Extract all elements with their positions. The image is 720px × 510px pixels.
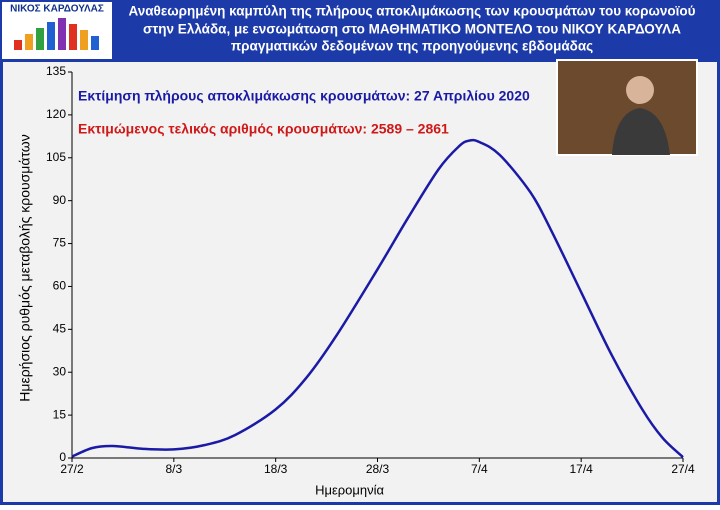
x-tick-label: 8/3: [165, 462, 182, 476]
curve: [71, 138, 684, 459]
y-tick-label: 45: [53, 322, 67, 336]
y-tick-label: 75: [53, 236, 67, 250]
y-tick-label: 120: [46, 107, 66, 121]
y-axis-label: Ημερήσιος ρυθμός μεταβολής κρουσμάτων: [17, 134, 33, 401]
x-tick-label: 27/4: [671, 462, 695, 476]
y-tick-label: 30: [53, 364, 67, 378]
annotation: Εκτιμώμενος τελικός αριθμός κρουσμάτων: …: [78, 121, 449, 137]
x-tick-label: 18/3: [264, 462, 288, 476]
y-tick-label: 90: [53, 193, 67, 207]
annotation: Εκτίμηση πλήρους αποκλιμάκωσης κρουσμάτω…: [78, 88, 530, 104]
logo-graphic: [14, 18, 99, 50]
y-tick-label: 105: [46, 150, 66, 164]
y-tick-label: 60: [53, 279, 67, 293]
x-axis-label: Ημερομηνία: [315, 482, 384, 497]
x-tick-label: 17/4: [569, 462, 593, 476]
photo: [556, 59, 698, 156]
y-tick-label: 0: [59, 450, 66, 464]
x-tick-label: 7/4: [471, 462, 488, 476]
title-line: στην Ελλάδα, με ενσωμάτωση στο ΜΑΘΗΜΑΤΙΚ…: [143, 22, 681, 37]
brand: ΝΙΚΟΣ ΚΑΡΔΟΥΛΑΣ: [10, 4, 104, 15]
title-line: Αναθεωρημένη καμπύλη της πλήρους αποκλιμ…: [129, 4, 696, 19]
title-line: πραγματικών δεδομένων της προηγούμενης ε…: [231, 39, 593, 54]
y-tick-label: 135: [46, 64, 66, 78]
y-tick-label: 15: [53, 407, 67, 421]
x-tick-label: 27/2: [60, 462, 84, 476]
x-tick-label: 28/3: [366, 462, 390, 476]
